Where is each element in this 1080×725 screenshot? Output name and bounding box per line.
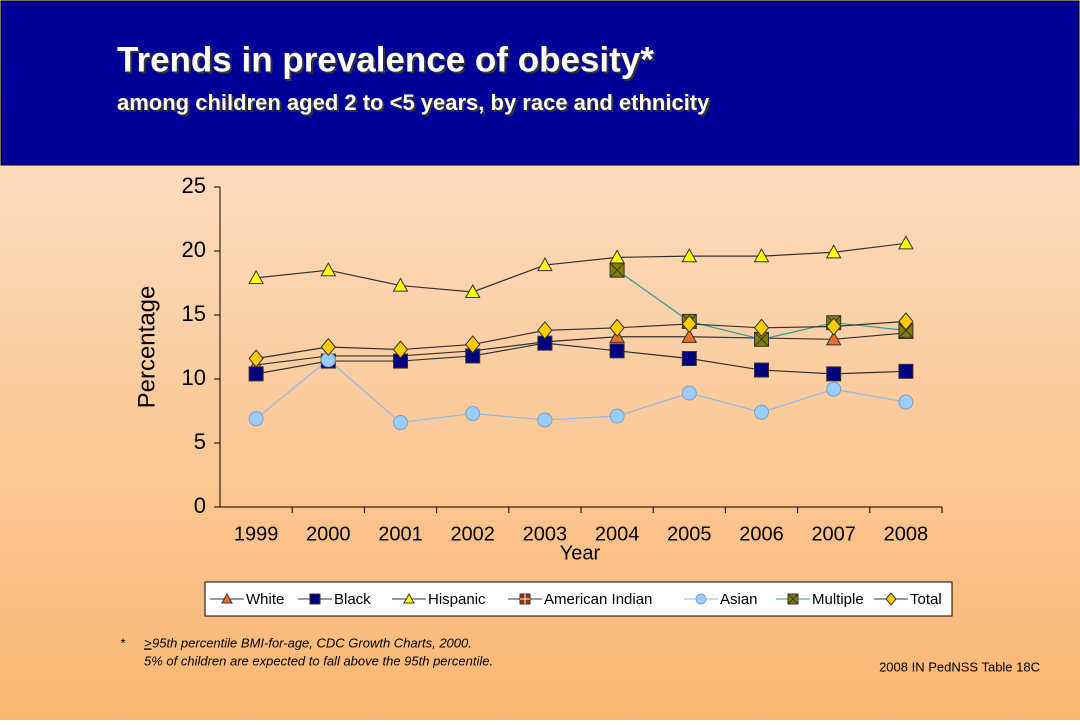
subtitle: among children aged 2 to <5 years, by ra… <box>117 90 710 115</box>
y-axis-label: Percentage <box>133 286 160 409</box>
data-point <box>609 343 625 359</box>
y-tick-label: 10 <box>182 365 206 390</box>
legend-label: White <box>246 591 284 608</box>
legend-label: Hispanic <box>428 591 486 608</box>
data-point <box>754 362 769 378</box>
legend-label: Multiple <box>812 591 864 608</box>
y-tick-label: 15 <box>182 301 206 326</box>
data-point <box>753 248 770 263</box>
legend-label: Black <box>334 591 371 608</box>
legend-marker <box>403 592 415 604</box>
footnote-line: 95th percentile BMI-for-age, CDC Growth … <box>152 635 472 650</box>
data-point <box>826 381 842 397</box>
legend-marker <box>309 593 321 605</box>
data-point <box>537 412 553 428</box>
y-tick-label: 25 <box>182 173 206 198</box>
legend-marker <box>221 592 233 604</box>
data-point <box>826 317 842 336</box>
data-point <box>248 366 264 382</box>
x-tick-label: 2004 <box>595 523 640 545</box>
x-tick-label: 2007 <box>811 523 856 545</box>
x-axis-label: Year <box>560 542 601 564</box>
marker-glyph <box>609 262 625 278</box>
data-point <box>898 363 914 379</box>
x-tick-label: 2006 <box>739 523 784 545</box>
title: Trends in prevalence of obesity* <box>117 40 654 79</box>
y-tick-label: 5 <box>194 429 206 454</box>
data-point <box>609 318 625 337</box>
series-line <box>256 332 906 366</box>
series-line <box>256 320 906 360</box>
data-point <box>825 331 842 346</box>
x-tick-label: 1999 <box>234 523 279 545</box>
x-tick-label: 2003 <box>523 523 568 545</box>
data-point <box>681 314 697 334</box>
x-tick-label: 2001 <box>378 523 423 545</box>
data-point <box>392 277 409 292</box>
data-point <box>826 366 842 382</box>
data-point <box>537 321 553 340</box>
series-line <box>255 359 907 424</box>
footnote-line: 5% of children are expected to fall abov… <box>144 653 493 668</box>
header-band <box>0 0 1080 166</box>
series-line <box>256 242 906 293</box>
data-point <box>898 312 914 331</box>
footnote-star: * <box>120 635 126 650</box>
data-point <box>681 248 698 263</box>
y-tick-label: 0 <box>194 493 206 518</box>
data-point <box>320 337 336 357</box>
data-point <box>248 411 264 427</box>
data-point <box>537 257 553 272</box>
data-point <box>754 404 769 420</box>
legend-label: Asian <box>720 591 758 608</box>
data-point <box>898 235 914 250</box>
data-point <box>681 351 697 367</box>
data-point <box>393 415 408 431</box>
marker-glyph <box>754 331 769 347</box>
x-tick-label: 2002 <box>450 523 495 545</box>
data-point <box>681 328 698 343</box>
x-tick-label: 2000 <box>306 523 351 545</box>
x-tick-label: 2005 <box>667 523 712 545</box>
data-point <box>681 385 697 401</box>
source: 2008 IN PedNSS Table 18C <box>879 659 1040 674</box>
data-point <box>825 244 842 259</box>
legend-label: Total <box>910 591 942 608</box>
data-point <box>465 406 481 422</box>
subtitle-shadow: among children aged 2 to <5 years, by ra… <box>119 92 712 117</box>
legend-marker <box>885 592 897 606</box>
y-tick-label: 20 <box>182 237 206 262</box>
data-point <box>465 335 481 354</box>
data-point <box>753 318 770 337</box>
series-line <box>255 342 906 375</box>
data-point <box>320 262 337 277</box>
data-point <box>609 408 625 424</box>
data-point <box>392 340 409 359</box>
legend-marker <box>695 593 707 605</box>
marker-glyph <box>787 593 799 605</box>
data-point <box>248 349 264 368</box>
legend-label: American Indian <box>544 591 652 608</box>
data-point <box>464 283 481 299</box>
data-point <box>248 269 264 284</box>
footnote-symbol: > <box>144 635 152 650</box>
title-shadow: Trends in prevalence of obesity* <box>119 42 656 81</box>
x-tick-label: 2008 <box>884 523 929 545</box>
data-point <box>898 394 914 410</box>
